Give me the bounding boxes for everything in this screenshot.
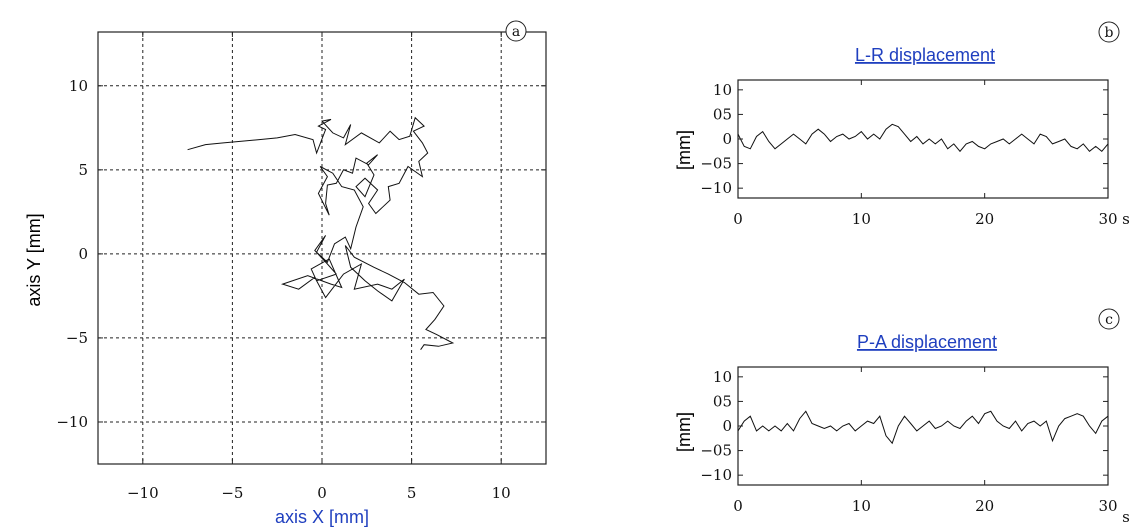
y-tick-label-2: 0 xyxy=(722,417,732,435)
x-tick-label-3: 30 xyxy=(1098,497,1117,515)
panel-b-marker: b xyxy=(1098,21,1120,43)
y-tick-label-0: 10 xyxy=(713,368,732,386)
y-tick-label-4: −10 xyxy=(700,466,732,484)
x-tick-label-0: 0 xyxy=(733,210,743,228)
pa-y-ticks: 10 05 0 −05 −10 xyxy=(700,368,1108,484)
y-tick-label-0: 10 xyxy=(713,81,732,99)
panel-c-marker: c xyxy=(1098,308,1120,330)
trajectory-grid xyxy=(98,32,546,464)
lr-displacement-panel: L-R displacement 0 10 20 30 10 05 0 −05 −10 s b… xyxy=(674,21,1130,228)
pa-y-axis-label: [mm] xyxy=(674,412,694,452)
panel-c-letter: c xyxy=(1105,312,1113,328)
y-tick-label-0: 10 xyxy=(69,77,88,95)
x-tick-label-0: 0 xyxy=(733,497,743,515)
lr-displacement-title: L-R displacement xyxy=(855,45,995,65)
panel-b-circle xyxy=(1098,21,1120,43)
panel-a-circle xyxy=(505,20,527,42)
trajectory-series-line xyxy=(187,116,455,350)
pa-displacement-series-line xyxy=(737,410,1109,445)
x-tick-label-1: −5 xyxy=(221,484,243,502)
x-tick-label-2: 20 xyxy=(975,497,994,515)
pa-x-ticks: 0 10 20 30 xyxy=(733,367,1118,515)
x-tick-label-3: 5 xyxy=(407,484,417,502)
y-tick-label-3: −5 xyxy=(66,329,88,347)
pa-displacement-title: P-A displacement xyxy=(857,332,997,352)
x-tick-label-2: 0 xyxy=(317,484,327,502)
lr-x-ticks: 0 10 20 30 xyxy=(733,80,1118,228)
y-tick-label-3: −05 xyxy=(700,442,732,460)
x-tick-label-1: 10 xyxy=(852,210,871,228)
panel-b-letter: b xyxy=(1105,25,1114,41)
y-tick-label-4: −10 xyxy=(56,413,88,431)
y-tick-label-2: 0 xyxy=(78,245,88,263)
lr-y-ticks: 10 05 0 −05 −10 xyxy=(700,81,1108,197)
pa-displacement-panel: P-A displacement 0 10 20 30 10 05 0 −05 −10 s c… xyxy=(674,308,1130,526)
y-tick-label-2: 0 xyxy=(722,130,732,148)
y-tick-label-4: −10 xyxy=(700,179,732,197)
x-tick-label-4: 10 xyxy=(492,484,511,502)
panel-c-circle xyxy=(1098,308,1120,330)
trajectory-x-axis-label: axis X [mm] xyxy=(275,507,369,527)
y-tick-label-3: −05 xyxy=(700,155,732,173)
panel-a-letter: a xyxy=(512,24,520,40)
x-tick-label-3: 30 xyxy=(1098,210,1117,228)
x-tick-label-1: 10 xyxy=(852,497,871,515)
xy-trajectory-panel: −10 −5 0 5 10 10 5 0 −5 −10 a axis Y [mm] axis X… xyxy=(24,20,547,527)
trajectory-y-ticks: 10 5 0 −5 −10 xyxy=(56,77,546,431)
trajectory-y-axis-label: axis Y [mm] xyxy=(24,213,44,306)
x-tick-label-2: 20 xyxy=(975,210,994,228)
trajectory-x-ticks: −10 −5 0 5 10 xyxy=(127,32,511,502)
lr-displacement-series-line xyxy=(737,123,1109,153)
lr-plot-frame xyxy=(737,79,1109,199)
panel-a-marker: a xyxy=(505,20,527,42)
lr-x-unit: s xyxy=(1122,210,1130,228)
lr-y-axis-label: [mm] xyxy=(674,130,694,170)
x-tick-label-0: −10 xyxy=(127,484,159,502)
y-tick-label-1: 05 xyxy=(713,392,732,410)
pa-x-unit: s xyxy=(1122,508,1130,526)
y-tick-label-1: 05 xyxy=(713,105,732,123)
y-tick-label-1: 5 xyxy=(78,161,88,179)
